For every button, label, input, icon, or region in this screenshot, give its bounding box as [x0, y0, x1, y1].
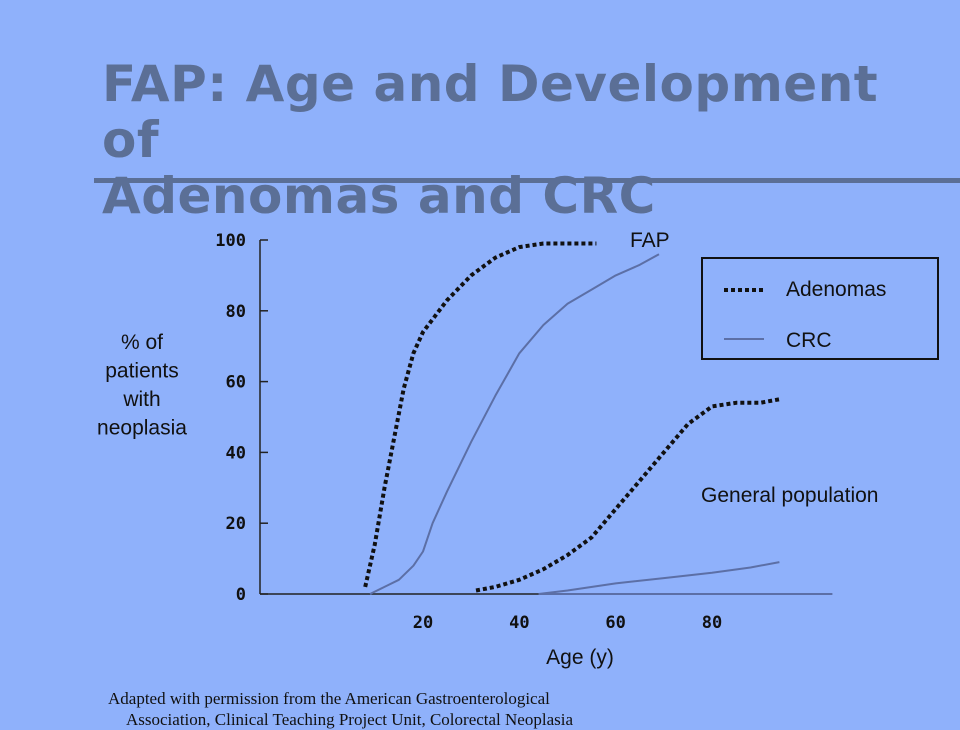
y-axis-label-line: with: [122, 388, 160, 411]
slide-title-line-1: FAP: Age and Development of: [102, 55, 879, 169]
x-axis-label: Age (y): [546, 646, 614, 669]
y-tick-label: 80: [226, 302, 246, 322]
x-tick-label: 80: [702, 613, 722, 633]
x-tick-label: 40: [509, 613, 529, 633]
y-tick-label: 60: [226, 373, 246, 393]
slide-title: FAP: Age and Development of Adenomas and…: [102, 56, 942, 224]
x-tick-label: 20: [413, 613, 433, 633]
y-tick-label: 100: [215, 231, 246, 251]
source-credit: Adapted with permission from the America…: [108, 688, 928, 730]
y-axis-label-line: neoplasia: [97, 417, 187, 440]
y-tick-label: 40: [226, 443, 246, 463]
y-tick-label: 20: [226, 514, 246, 534]
x-tick-label: 60: [605, 613, 625, 633]
chart-axes: 0 20 40 60 80 100 20 40 60 80: [215, 231, 812, 633]
fap-crc-line: [369, 253, 660, 595]
legend-label-adenomas: Adenomas: [786, 278, 886, 301]
slide-title-line-2: Adenomas and CRC: [102, 167, 656, 225]
y-axis-label-line: % of: [121, 331, 163, 354]
fap-adenomas-line: [363, 241, 597, 588]
y-tick-label: 0: [236, 585, 246, 605]
chart-labels: Age (y) % of patients with neoplasia FAP Gener…: [97, 229, 878, 669]
annotation-general-population: General population: [701, 484, 878, 507]
chart-legend: Adenomas CRC: [701, 257, 939, 360]
legend-box: [701, 257, 939, 360]
general-population-adenomas-line: [475, 397, 780, 593]
source-credit-line-1: Adapted with permission from the America…: [108, 689, 550, 708]
legend-label-crc: CRC: [786, 329, 832, 352]
general-population-crc-line: [538, 561, 780, 595]
title-divider: [94, 178, 960, 183]
y-axis-label-line: patients: [105, 360, 179, 383]
chart-series: [363, 241, 833, 595]
annotation-fap: FAP: [630, 229, 670, 252]
